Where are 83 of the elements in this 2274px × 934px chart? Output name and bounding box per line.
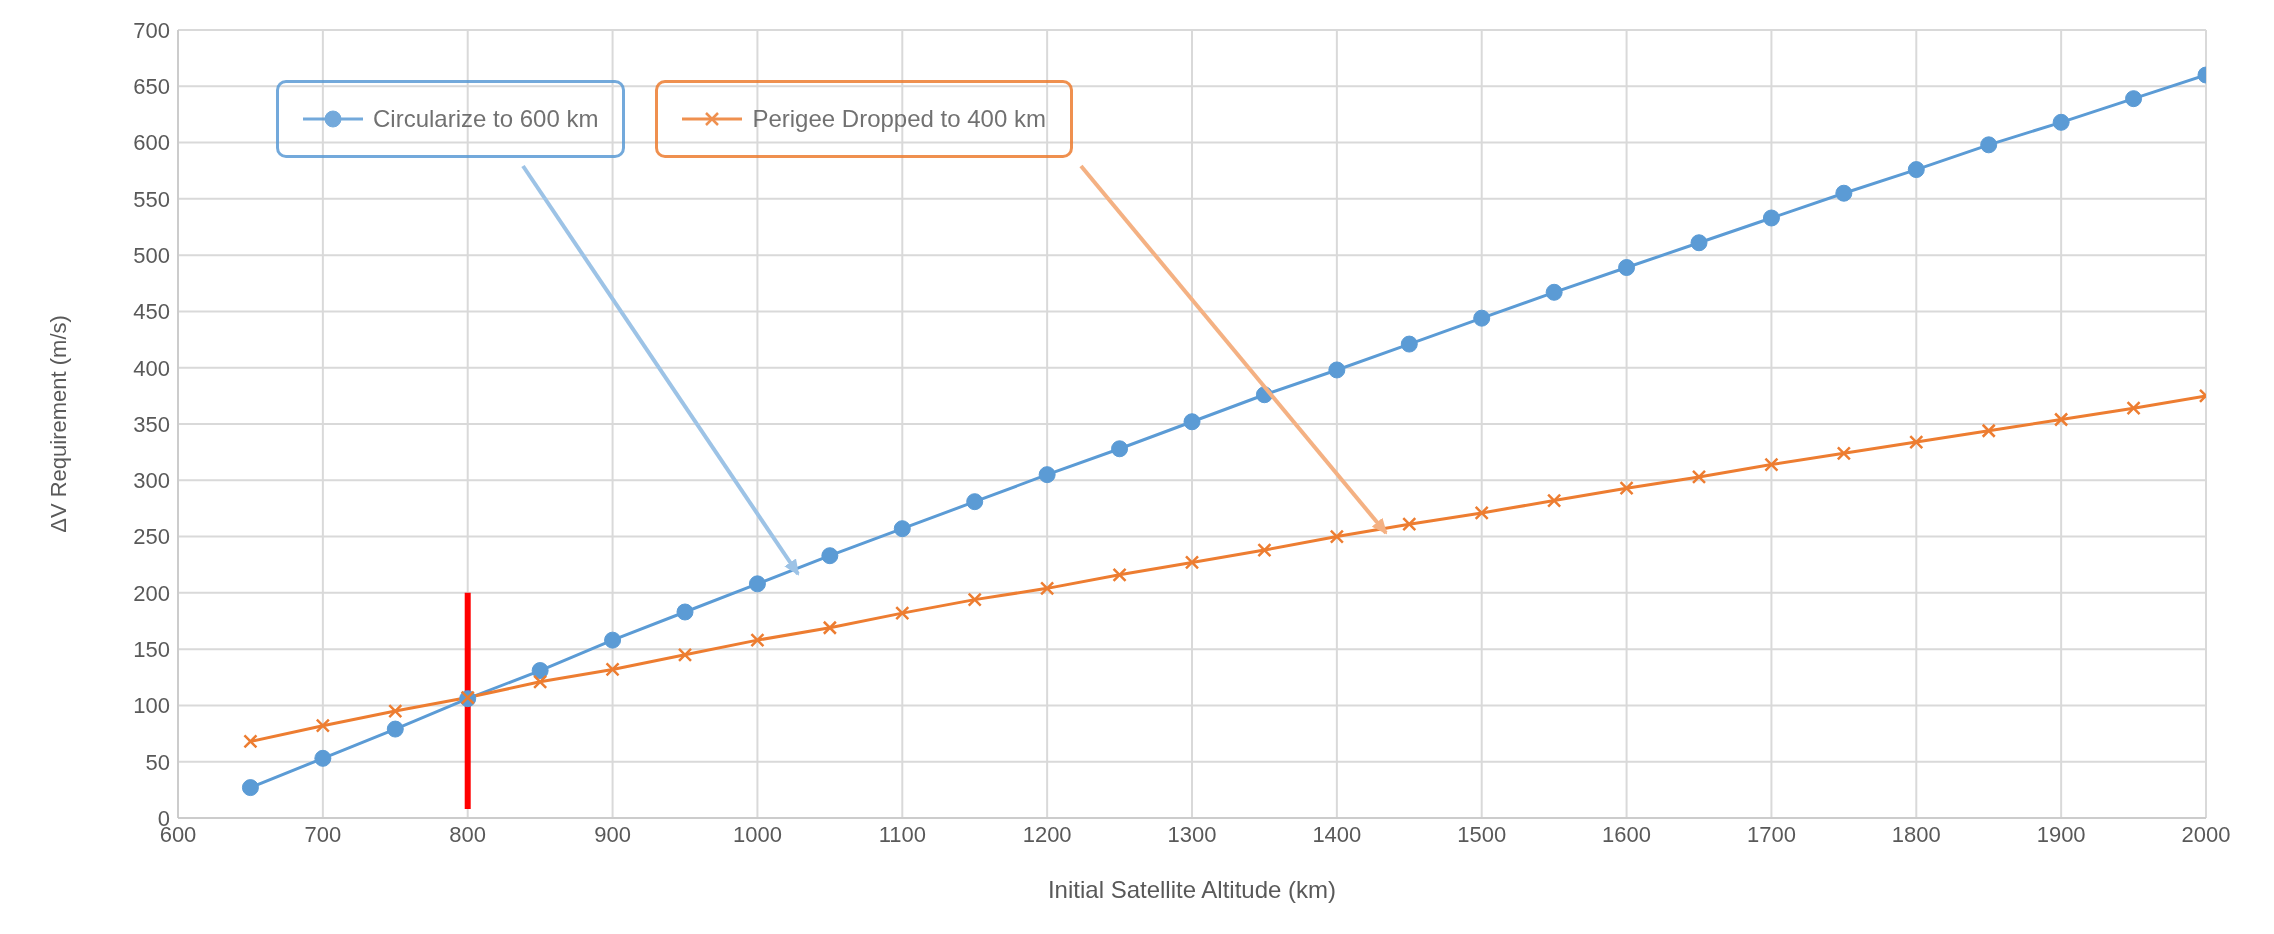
point [1400, 335, 1418, 353]
y-tick-label: 300 [133, 468, 170, 494]
point [1980, 136, 1998, 154]
point [532, 674, 548, 690]
point [1762, 209, 1780, 227]
point [677, 647, 693, 663]
point [1836, 446, 1852, 461]
y-tick-label: 550 [133, 186, 170, 212]
x-tick-label: 1200 [1022, 821, 1072, 847]
y-tick-label: 500 [133, 242, 170, 268]
y-tick-label: 600 [133, 130, 170, 156]
point [1835, 184, 1853, 202]
point [1546, 493, 1562, 508]
x-tick-label: 1800 [1891, 821, 1941, 847]
point [1619, 480, 1634, 496]
y-tick-label: 100 [133, 693, 170, 719]
point [748, 575, 766, 593]
point [243, 734, 258, 749]
point [1183, 413, 1201, 431]
legend-label: Perigee Dropped to 400 km [752, 105, 1046, 133]
x-tick-label: 800 [449, 821, 487, 847]
y-tick-label: 650 [133, 74, 170, 100]
point [1981, 423, 1996, 438]
point [2053, 412, 2069, 427]
point [1329, 529, 1345, 544]
point [1474, 505, 1489, 521]
point [966, 493, 984, 511]
point [2125, 90, 2143, 108]
point [1184, 555, 1200, 570]
point [1473, 309, 1491, 327]
y-axis-title: ΔV Requirement (m/s) [45, 315, 71, 533]
y-tick-label: 400 [133, 355, 170, 381]
point [1038, 466, 1056, 484]
legend-label: Circularize to 600 km [373, 105, 599, 133]
x-tick-label: 1600 [1602, 821, 1652, 847]
point [1691, 469, 1707, 485]
point [1909, 434, 1924, 450]
point [1111, 440, 1129, 458]
point [893, 520, 911, 538]
point [750, 632, 765, 648]
x-tick-label: 1500 [1457, 821, 1507, 847]
y-tick-label: 50 [145, 749, 170, 775]
x-tick-label: 2000 [2181, 821, 2231, 847]
point [822, 620, 838, 635]
point [2126, 400, 2141, 416]
point [1907, 161, 1925, 179]
y-tick-label: 200 [133, 580, 170, 606]
point [1764, 457, 1779, 472]
point [1039, 581, 1055, 596]
y-tick-label: 250 [133, 524, 170, 550]
point [386, 720, 404, 738]
point [604, 631, 622, 649]
x-tick-label: 1000 [732, 821, 782, 847]
x-tick-label: 700 [304, 821, 342, 847]
point [605, 662, 620, 677]
y-tick-label: 700 [133, 17, 170, 43]
point [1112, 567, 1127, 583]
x-tick-label: 1700 [1746, 821, 1796, 847]
point [1257, 542, 1272, 558]
point [2052, 113, 2070, 131]
x-tick-label: 1900 [2036, 821, 2086, 847]
x-tick-label: 1300 [1167, 821, 1217, 847]
point [967, 592, 982, 607]
y-tick-label: 350 [133, 411, 170, 437]
point [676, 603, 694, 621]
x-axis-title: Initial Satellite Altitude (km) [1047, 876, 1337, 903]
point [1690, 234, 1708, 252]
point [314, 749, 332, 767]
x-tick-label: 1400 [1312, 821, 1362, 847]
y-tick-label: 150 [133, 636, 170, 662]
x-tick-label: 1100 [878, 821, 926, 847]
point [1618, 259, 1636, 277]
y-tick-label: 450 [133, 299, 170, 325]
point [531, 662, 549, 680]
point [241, 779, 259, 797]
point [1545, 283, 1563, 301]
point [1402, 516, 1417, 532]
point [895, 605, 910, 621]
point [821, 547, 839, 565]
x-tick-label: 900 [594, 821, 631, 847]
point [388, 703, 403, 719]
point [1328, 361, 1346, 379]
point [315, 718, 331, 733]
